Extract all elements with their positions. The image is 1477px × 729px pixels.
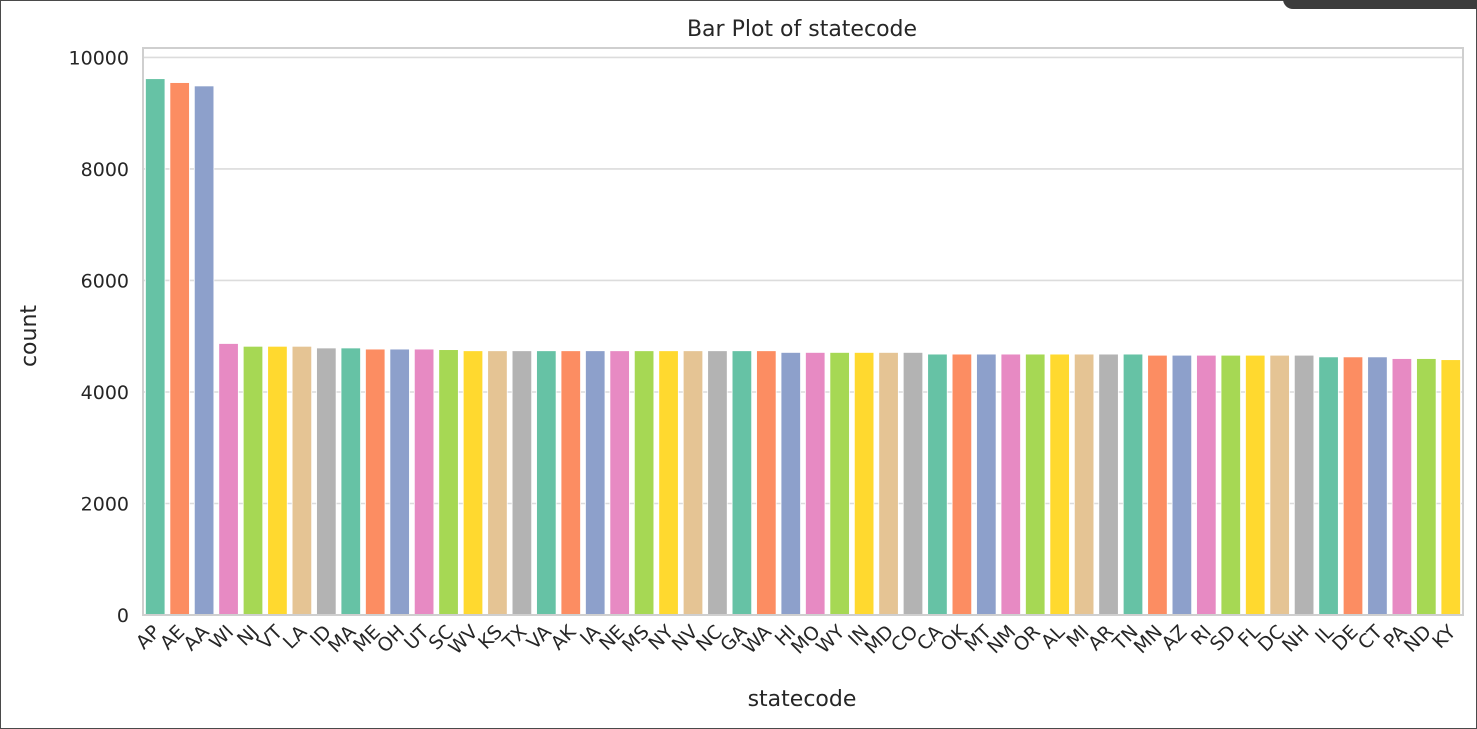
bar-ae [169, 82, 190, 616]
bar-ms [633, 350, 655, 616]
bar-dc [1269, 354, 1290, 616]
x-tick-label: KY [1428, 621, 1460, 653]
x-tick-label: WA [739, 621, 776, 658]
bar-nd [1416, 358, 1437, 616]
bar-ak [560, 350, 581, 616]
toolbar-corner-tab [1283, 0, 1477, 9]
bar-sc [438, 349, 459, 616]
bar-oh [389, 348, 410, 616]
bar-sd [1220, 354, 1241, 616]
bar-ap [145, 78, 166, 616]
bar-ma [340, 347, 361, 616]
x-axis-label: statecode [748, 687, 857, 712]
bar-fl [1245, 354, 1266, 616]
bar-mo [805, 352, 826, 616]
axes-border [142, 47, 1464, 616]
bar-mi [1073, 353, 1095, 616]
axes-frame [142, 47, 1464, 616]
bar-in [853, 352, 875, 616]
x-tick-label: NH [1278, 621, 1314, 657]
bar-nh [1293, 354, 1315, 616]
bar-wi [218, 343, 239, 616]
bar-wa [756, 350, 777, 616]
bar-nv [682, 350, 704, 616]
y-tick-label: 8000 [81, 159, 129, 181]
x-tick-label: LA [279, 621, 312, 654]
y-tick-labels: 0 2000 4000 6000 8000 10000 [69, 47, 129, 627]
chart-title: Bar Plot of statecode [687, 17, 917, 42]
bar-ca [927, 353, 948, 616]
bar-co [902, 352, 924, 616]
bar-nm [1000, 353, 1021, 616]
bar-il [1318, 356, 1339, 616]
bar-id [316, 347, 337, 616]
bar-ia [585, 350, 606, 616]
bar-me [365, 348, 386, 616]
bar-mn [1147, 354, 1168, 616]
bar-ri [1196, 354, 1217, 616]
x-tick-label: WI [205, 621, 238, 654]
bar-ct [1367, 356, 1388, 616]
bar-tn [1122, 353, 1144, 616]
y-tick-label: 2000 [81, 493, 129, 515]
y-tick-label: 0 [117, 605, 129, 627]
y-tick-label: 6000 [81, 270, 129, 292]
bar-or [1025, 353, 1046, 616]
bar-az [1171, 354, 1193, 616]
bar-mt [976, 353, 997, 616]
bar-nc [707, 350, 728, 616]
bar-pa [1391, 358, 1413, 616]
y-tick-label: 10000 [69, 47, 129, 69]
bar-ok [951, 353, 973, 616]
bar-vt [267, 345, 288, 616]
bar-md [878, 352, 899, 616]
y-tick-label: 4000 [81, 382, 129, 404]
x-tick-label: AK [547, 621, 581, 655]
bar-ks [487, 350, 508, 616]
bar-wy [829, 352, 850, 616]
bar-va [536, 350, 557, 616]
x-tick-label: AZ [1157, 621, 1191, 655]
bar-nj [242, 345, 264, 616]
y-axis-label: count [17, 305, 42, 367]
x-tick-labels: APAEAAWINJVTLAIDMAMEOHUTSCWVKSTXVAAKIANE… [132, 621, 1461, 659]
bar-ut [413, 348, 435, 616]
bar-ar [1098, 353, 1119, 616]
bar-wv [462, 350, 484, 616]
x-tick-label: WY [812, 621, 849, 658]
bars [145, 78, 1461, 616]
bar-aa [193, 85, 215, 616]
bar-ny [658, 350, 679, 616]
bar-ga [731, 350, 753, 616]
bar-de [1342, 356, 1364, 616]
bar-hi [780, 352, 801, 616]
bar-al [1049, 353, 1070, 616]
bar-ne [609, 350, 630, 616]
bar-tx [511, 350, 533, 616]
bar-ky [1440, 359, 1461, 616]
bar-la [291, 345, 313, 616]
